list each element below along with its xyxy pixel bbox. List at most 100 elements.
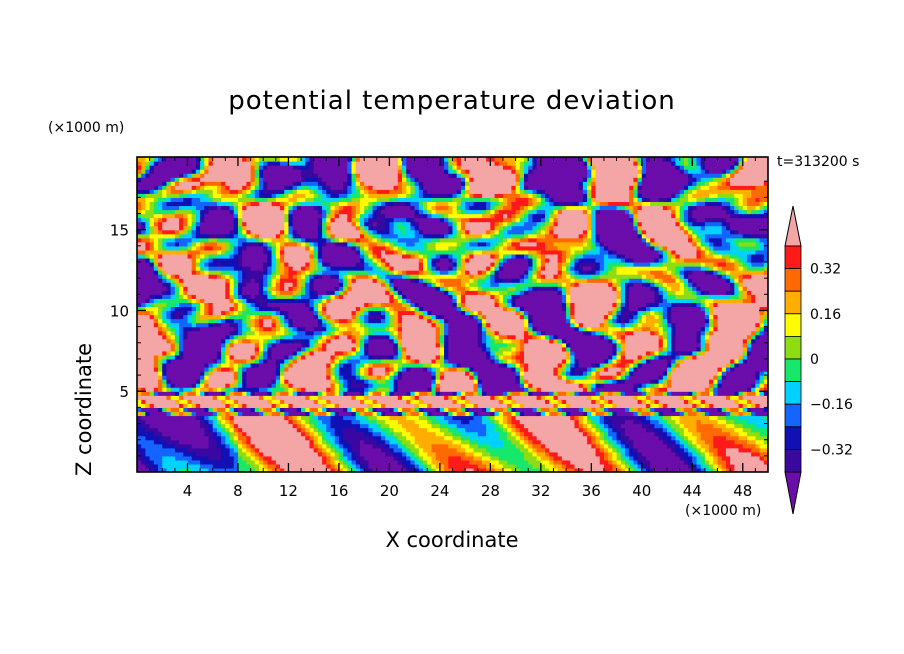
contour-cell [292,463,298,469]
contour-cell [296,302,302,308]
contour-cell [296,318,302,324]
contour-cell [338,274,344,279]
contour-cell [330,403,336,408]
contour-cell [338,423,344,429]
contour-cell [179,358,184,364]
contour-cell [145,362,151,368]
contour-cell [292,298,298,303]
contour-cell [191,157,197,162]
contour-cell [162,330,168,336]
contour-cell [343,330,348,336]
contour-cell [271,274,277,279]
contour-cell [359,443,365,449]
contour-cell [334,427,340,433]
contour-cell [195,209,201,215]
contour-cell [216,157,222,162]
contour-cell [246,213,252,219]
contour-cell [195,387,201,392]
contour-cell [347,161,353,166]
contour-cell [254,221,260,227]
contour-cell [305,354,311,360]
contour-cell [271,447,277,453]
contour-cell [187,463,193,469]
contour-cell [330,338,336,344]
contour-cell [242,431,247,437]
contour-cell [204,266,210,271]
contour-cell [250,221,256,227]
contour-cell [191,221,197,227]
contour-cell [334,205,340,211]
contour-cell [153,467,159,472]
contour-cell [402,274,407,279]
contour-cell [313,322,319,328]
contour-cell [385,371,390,376]
contour-cell [309,411,315,417]
contour-cell [153,399,159,404]
contour-cell [145,455,151,461]
contour-cell [317,161,323,166]
contour-cell [359,213,365,219]
contour-cell [334,173,340,178]
contour-cell [267,419,273,425]
contour-cell [313,334,319,340]
contour-cell [233,419,239,425]
contour-cell [359,274,365,279]
contour-cell [158,302,163,308]
contour-cell [351,358,357,364]
contour-cell [372,447,378,453]
contour-cell [313,266,319,271]
contour-cell [301,310,306,316]
contour-cell [351,189,357,194]
contour-cell [280,427,285,433]
contour-cell [267,334,273,340]
contour-cell [174,443,180,449]
contour-cell [250,298,256,303]
contour-cell [275,217,281,223]
contour-cell [153,371,159,376]
contour-cell [296,342,302,348]
contour-cell [338,435,344,441]
contour-cell [288,213,294,219]
contour-cell [137,383,142,388]
contour-cell [372,157,378,162]
contour-cell [326,334,332,340]
contour-cell [195,367,201,372]
contour-cell [317,439,323,445]
contour-cell [284,346,290,352]
contour-cell [343,185,348,190]
contour-cell [162,391,168,396]
contour-cell [368,302,374,308]
contour-cell [179,213,184,219]
contour-cell [343,415,348,421]
contour-cell [380,322,386,328]
contour-cell [292,201,298,207]
contour-cell [212,290,218,295]
contour-cell [364,209,369,215]
contour-cell [343,367,348,372]
contour-cell [237,205,243,211]
contour-cell [288,225,294,231]
contour-cell [343,266,348,271]
contour-cell [359,439,365,445]
contour-cell [343,177,348,182]
contour-cell [221,447,226,453]
contour-cell [179,233,184,239]
contour-cell [225,229,231,235]
contour-cell [313,383,319,388]
contour-cell [347,290,353,295]
contour-cell [141,431,147,437]
contour-cell [275,395,281,400]
contour-cell [158,241,163,247]
contour-cell [208,294,214,299]
contour-cell [393,274,399,279]
contour-cell [149,257,155,263]
contour-cell [237,346,243,352]
contour-cell [364,451,369,457]
contour-cell [141,342,147,348]
contour-cell [246,379,252,384]
contour-cell [221,197,226,203]
contour-cell [275,193,281,198]
contour-cell [263,165,269,170]
contour-cell [380,177,386,182]
contour-cell [258,427,264,433]
